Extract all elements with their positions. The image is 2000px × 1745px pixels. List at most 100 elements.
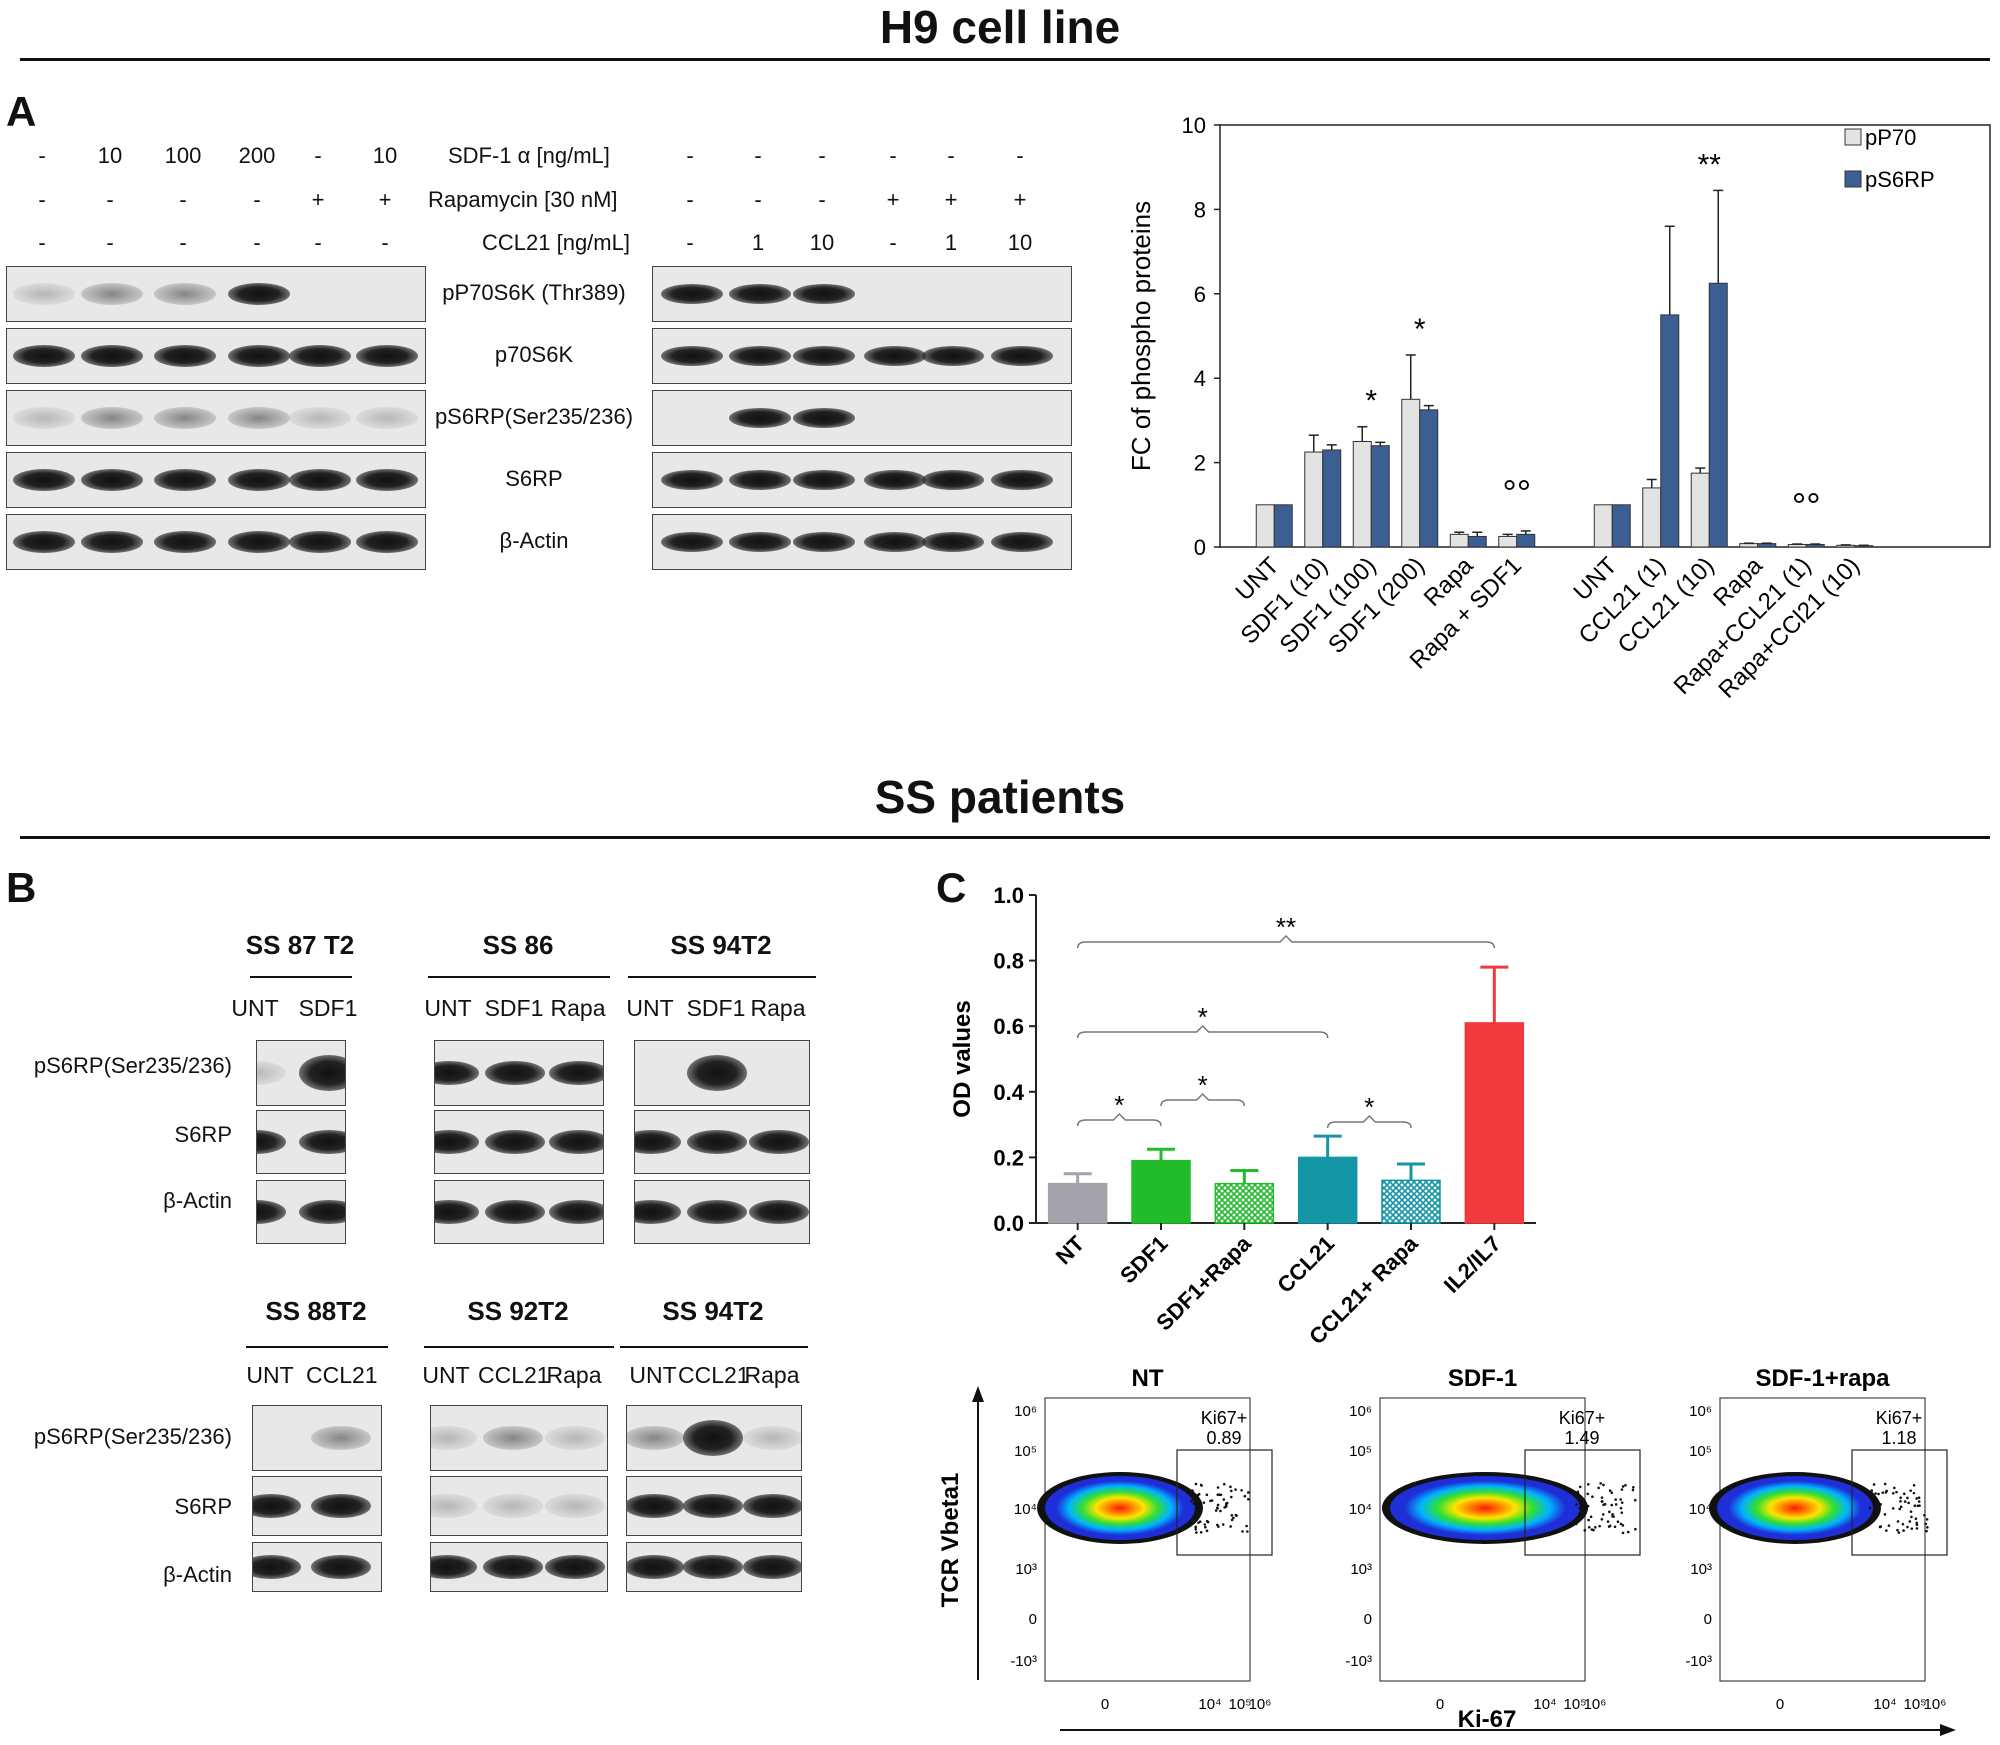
lane-label: CCL21 <box>306 1362 378 1388</box>
event-dot <box>1597 1486 1600 1490</box>
event-dot <box>1224 1505 1228 1508</box>
bar-pS6RP <box>1273 504 1293 548</box>
x-tick-label: 10⁴ <box>1198 1696 1221 1713</box>
y-tick-label: 0.0 <box>993 1211 1024 1236</box>
event-dot <box>1881 1491 1885 1494</box>
bottom-divider <box>20 836 1990 839</box>
event-dot <box>1230 1489 1233 1493</box>
event-dot <box>1575 1522 1578 1526</box>
bar-pS6RP <box>1805 543 1825 548</box>
event-dot <box>1633 1498 1637 1502</box>
y-tick-label: 10⁴ <box>1014 1501 1037 1518</box>
blot-b-row <box>252 1405 382 1471</box>
blot-b-row <box>256 1110 346 1174</box>
lane-label: UNT <box>422 1362 470 1388</box>
event-dot <box>1613 1525 1617 1529</box>
lane-label: UNT <box>629 1362 677 1388</box>
sample-name: SS 92T2 <box>467 1296 569 1326</box>
blot-band <box>154 469 216 491</box>
row-label-bottom: β-Actin <box>163 1562 232 1587</box>
row-label-top: β-Actin <box>163 1188 232 1213</box>
event-dot <box>1600 1517 1604 1521</box>
y-axis-label: OD values <box>949 1000 976 1117</box>
blot-band <box>687 1055 747 1091</box>
condition-sdf-left: 10 <box>97 143 123 168</box>
blot-band <box>289 345 351 367</box>
x-tick-label: 0 <box>1776 1696 1784 1713</box>
significance-mark: * <box>1198 1002 1208 1032</box>
bar-pS6RP <box>1370 445 1390 548</box>
y-tick-label: 0 <box>1364 1611 1372 1628</box>
bar-pP70 <box>1593 504 1613 548</box>
protein-label: pP70S6K (Thr389) <box>442 280 626 305</box>
event-dot <box>1575 1503 1578 1506</box>
event-dot <box>1902 1492 1906 1496</box>
bar-pS6RP <box>1419 409 1439 548</box>
event-dot <box>1619 1506 1623 1510</box>
event-dot <box>1593 1526 1597 1529</box>
blot-b-row <box>256 1180 346 1244</box>
event-dot <box>1197 1521 1200 1524</box>
event-dot <box>1190 1499 1193 1503</box>
event-dot <box>1587 1525 1591 1529</box>
blot-band <box>683 1494 743 1518</box>
y-tick-label: -10³ <box>1685 1653 1712 1670</box>
significance-mark: ** <box>1276 912 1296 942</box>
event-dot <box>1879 1503 1882 1506</box>
condition-ccl-left: - <box>179 230 187 255</box>
event-dot <box>1624 1483 1627 1487</box>
blot-band <box>228 283 290 305</box>
blot-band <box>743 1555 801 1579</box>
y-tick-label: 10⁴ <box>1349 1501 1372 1518</box>
event-dot <box>1215 1506 1219 1510</box>
x-tick-label: 10⁵ <box>1904 1696 1927 1713</box>
event-dot <box>1626 1530 1630 1534</box>
event-dot <box>1611 1514 1614 1518</box>
blot-band <box>485 1061 545 1085</box>
event-dot <box>1247 1497 1250 1501</box>
lane-label: SDF1 <box>484 995 544 1021</box>
event-dot <box>1245 1524 1248 1528</box>
event-dot <box>1598 1524 1601 1528</box>
blot-band <box>13 407 75 429</box>
event-dot <box>1925 1529 1928 1533</box>
event-dot <box>1199 1483 1203 1487</box>
condition-ccl-right: 1 <box>944 230 958 255</box>
event-dot <box>1602 1503 1605 1507</box>
blot-band <box>545 1494 605 1518</box>
blot-band <box>687 1200 747 1224</box>
bar <box>1464 1022 1525 1224</box>
sample-name: SS 88T2 <box>265 1296 367 1326</box>
x-tick-label: 10⁶ <box>1249 1696 1272 1713</box>
blot-band <box>991 532 1053 552</box>
y-tick-label: 10⁵ <box>1014 1443 1037 1460</box>
event-dot <box>1234 1513 1238 1517</box>
blot-b-row <box>252 1542 382 1592</box>
ccl21-row-label: CCL21 [ng/mL] <box>482 230 630 255</box>
event-dot <box>1619 1522 1623 1526</box>
blot-band <box>257 1130 286 1154</box>
significance-mark: * <box>1114 1090 1124 1120</box>
event-dot <box>1896 1528 1899 1532</box>
event-dot <box>1590 1528 1594 1531</box>
event-dot <box>1246 1530 1249 1533</box>
legend-label: pS6RP <box>1865 167 1935 192</box>
event-dot <box>1898 1507 1902 1511</box>
condition-sdf-right: - <box>818 143 826 168</box>
event-dot <box>1913 1504 1917 1508</box>
legend-swatch <box>1844 170 1862 188</box>
event-dot <box>1205 1493 1209 1497</box>
blot-band <box>627 1555 684 1579</box>
legend-swatch <box>1844 128 1862 146</box>
blot-band <box>81 469 143 491</box>
event-dot <box>1222 1482 1226 1486</box>
event-dot <box>1222 1498 1226 1501</box>
event-cloud-density <box>1045 1476 1195 1540</box>
sample-underline <box>246 1346 388 1348</box>
blot-band <box>729 284 791 304</box>
event-dot <box>1610 1503 1614 1507</box>
bar-pP70 <box>1449 533 1469 548</box>
event-dot <box>1583 1529 1587 1532</box>
